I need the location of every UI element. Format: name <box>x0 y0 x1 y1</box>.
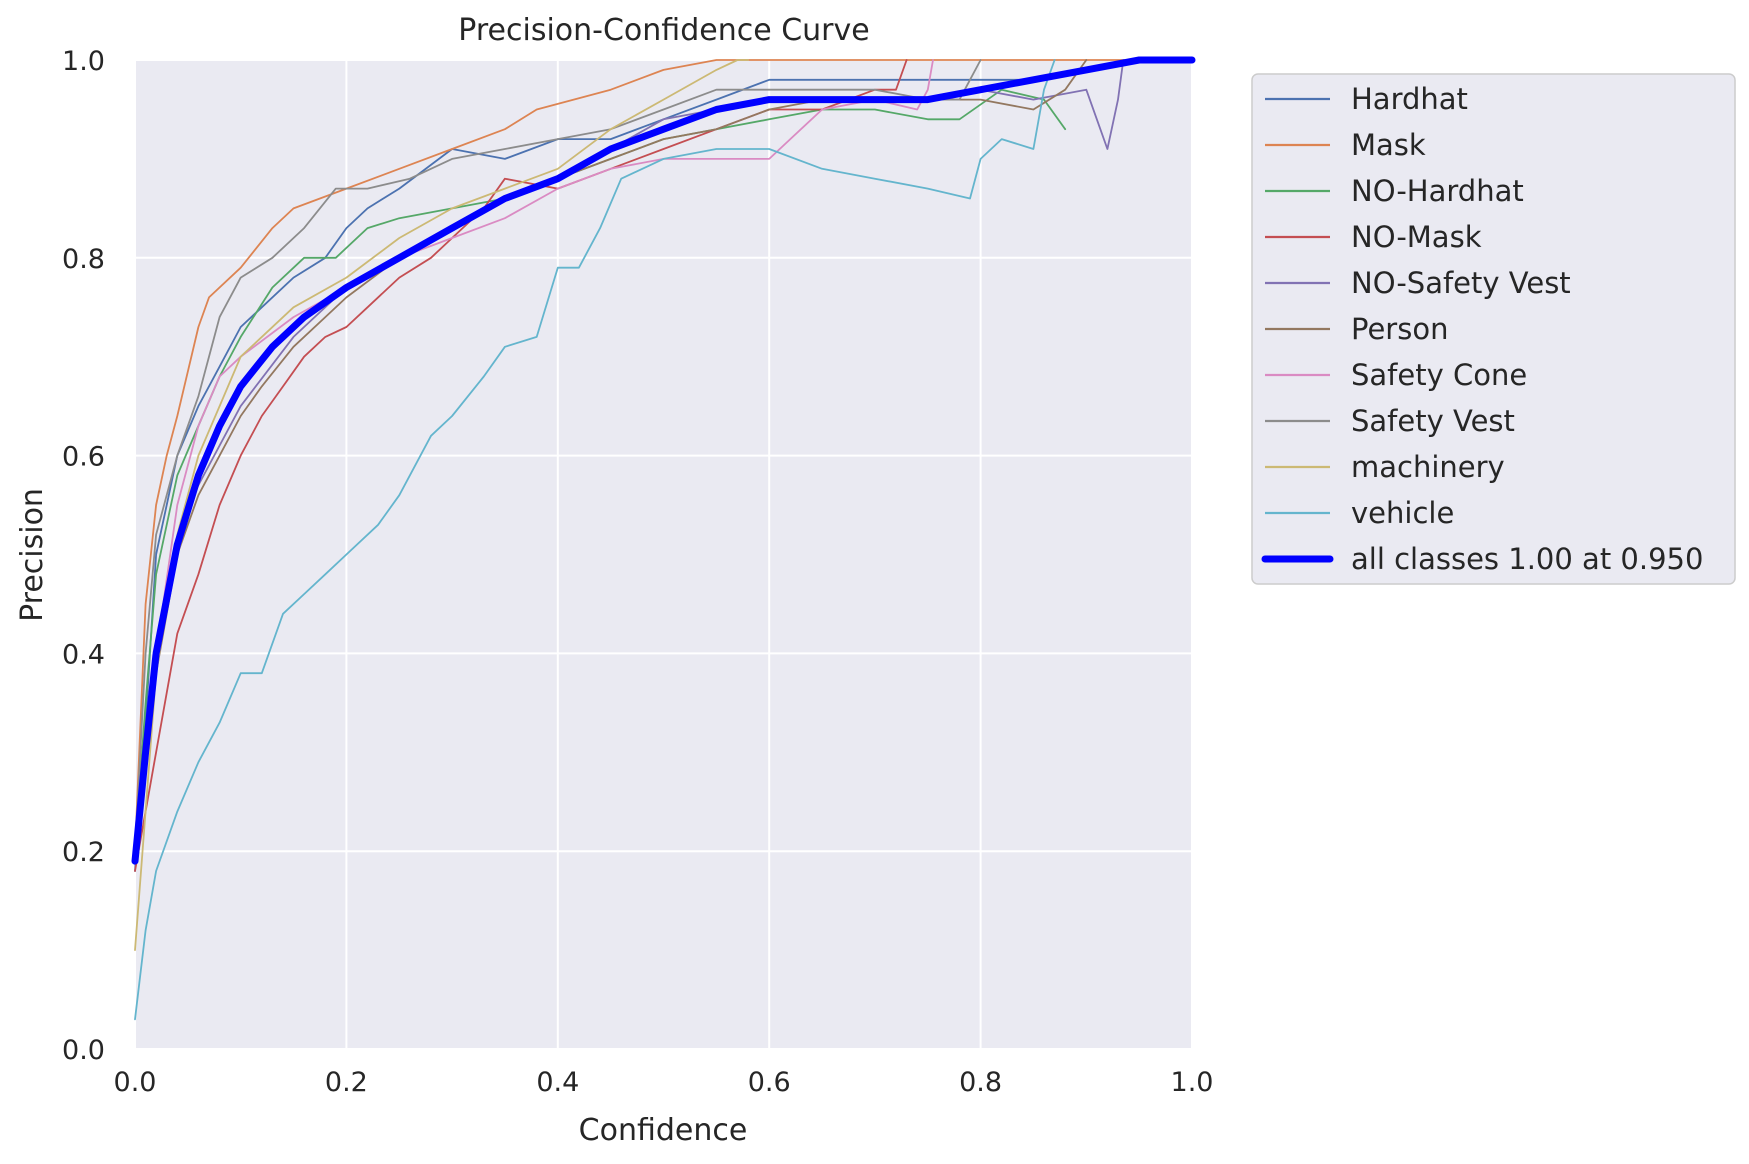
legend-label-hardhat: Hardhat <box>1351 82 1468 116</box>
y-tick-label: 0.8 <box>62 244 105 275</box>
legend-label-no-hardhat: NO-Hardhat <box>1351 174 1524 208</box>
legend-frame <box>1251 73 1736 585</box>
chart-title: Precision-Confidence Curve <box>458 13 869 48</box>
x-tick-label: 0.8 <box>959 1067 1002 1098</box>
y-tick-label: 0.2 <box>62 837 105 868</box>
legend: Hardhat Mask NO-Hardhat NO-Mask NO-Safety Ve… <box>1251 73 1736 585</box>
x-tick-label: 1.0 <box>1171 1067 1214 1098</box>
x-tick-label: 0.4 <box>536 1067 579 1098</box>
axis-ticks: 0.0 0.2 0.4 0.6 0.8 1.0 0.0 0.2 0.4 0.6 0.8 1.0 <box>62 46 1213 1098</box>
legend-label-safety-vest: Safety Vest <box>1351 404 1515 438</box>
legend-label-no-safety-vest: NO-Safety Vest <box>1351 266 1571 300</box>
x-tick-label: 0.2 <box>325 1067 368 1098</box>
y-axis-label: Precision <box>15 488 50 622</box>
series-line-safety-cone <box>134 59 934 853</box>
legend-label-all-classes-1-00-at-0-950: all classes 1.00 at 0.950 <box>1351 542 1703 576</box>
plot-area <box>135 60 1192 1049</box>
series-line-machinery <box>134 59 749 951</box>
series-line-safety-vest <box>134 59 982 853</box>
y-tick-label: 1.0 <box>62 46 105 77</box>
x-tick-label: 0.0 <box>114 1067 157 1098</box>
series-line-no-safety-vest <box>134 59 1125 853</box>
x-axis-label: Confidence <box>579 1113 748 1148</box>
x-tick-label: 0.6 <box>748 1067 791 1098</box>
series-line-all-classes-1-00-at-0-950 <box>131 56 1196 865</box>
y-tick-label: 0.6 <box>62 442 105 473</box>
series-line-vehicle <box>134 59 1056 1021</box>
legend-label-vehicle: vehicle <box>1351 496 1454 530</box>
series-lines <box>131 56 1196 1021</box>
y-tick-label: 0.0 <box>62 1035 105 1066</box>
legend-label-machinery: machinery <box>1351 450 1505 484</box>
legend-label-person: Person <box>1351 312 1448 346</box>
legend-label-mask: Mask <box>1351 128 1426 162</box>
legend-label-no-mask: NO-Mask <box>1351 220 1482 254</box>
legend-label-safety-cone: Safety Cone <box>1351 358 1527 392</box>
y-tick-label: 0.4 <box>62 639 105 670</box>
